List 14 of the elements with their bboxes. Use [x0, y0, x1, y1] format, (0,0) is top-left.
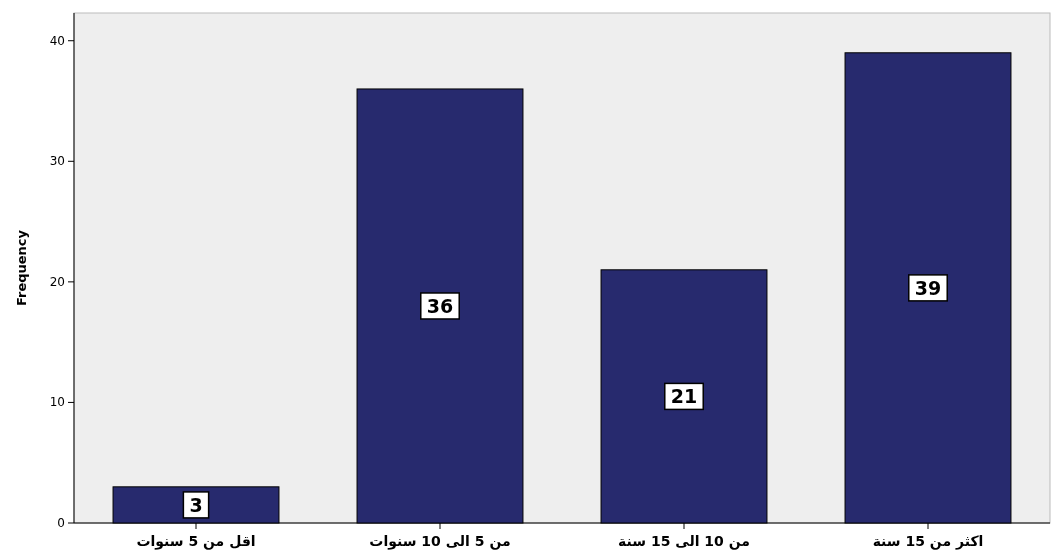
x-tick-label: اقل من 5 سنوات [136, 533, 256, 550]
y-tick-label: 20 [49, 274, 65, 289]
data-label: 36 [426, 294, 454, 317]
y-tick-label: 40 [49, 33, 65, 48]
y-tick-label: 30 [49, 154, 65, 169]
y-tick-label: 0 [57, 516, 65, 530]
x-tick-label: من 5 الى 10 سنوات [369, 533, 511, 550]
x-tick-label: اكثر من 15 سنة [872, 533, 984, 550]
data-label: 3 [189, 493, 203, 516]
data-label: 39 [914, 276, 942, 299]
y-tick-label: 10 [49, 395, 65, 410]
data-label: 21 [670, 385, 698, 408]
y-axis-title: Frequency [14, 229, 29, 307]
x-tick-label: من 10 الى 15 سنة [618, 533, 750, 550]
